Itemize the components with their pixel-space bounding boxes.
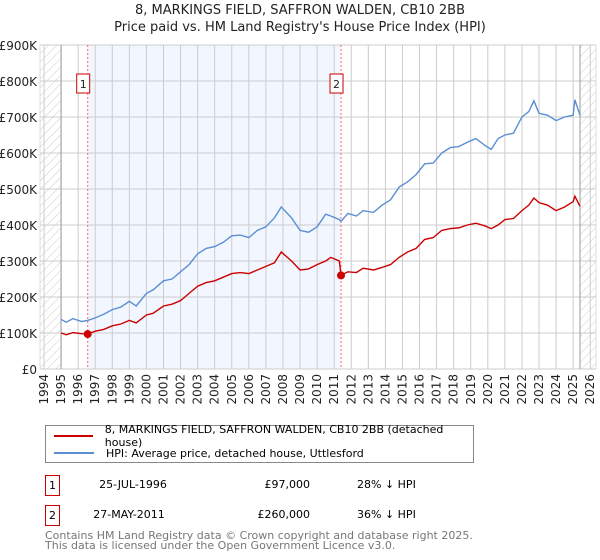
- x-tick-label: 2026: [583, 374, 597, 405]
- x-tick-label: 2019: [464, 374, 478, 405]
- x-tick-label: 2025: [566, 374, 580, 405]
- legend-swatch: [54, 435, 93, 437]
- hpi-series-line: [60, 99, 581, 323]
- y-tick-label: £900K: [0, 39, 38, 53]
- x-tick-label: 2016: [413, 374, 427, 405]
- x-tick-label: 2009: [293, 374, 307, 405]
- x-tick-label: 2013: [361, 374, 375, 405]
- annotation-label: 1: [80, 78, 87, 91]
- x-tick-label: 1999: [122, 374, 136, 405]
- x-tick-label: 2015: [395, 374, 409, 405]
- x-tick-label: 2003: [191, 374, 205, 405]
- legend-item-hpi: HPI: Average price, detached house, Uttl…: [54, 445, 364, 461]
- copyright-text: Contains HM Land Registry data © Crown c…: [45, 529, 473, 542]
- legend-swatch: [54, 452, 94, 454]
- x-tick-label: 2014: [378, 374, 392, 405]
- y-tick-label: £0: [22, 363, 37, 377]
- legend-label: HPI: Average price, detached house, Uttl…: [106, 446, 364, 460]
- x-tick-label: 2002: [174, 374, 188, 405]
- hatch-left: [40, 45, 62, 369]
- y-tick-label: £100K: [0, 327, 38, 341]
- x-tick-label: 1994: [37, 374, 51, 405]
- transaction-hpi-diff: 36% ↓ HPI: [357, 508, 416, 521]
- y-tick-label: £800K: [0, 75, 38, 89]
- transaction-row: 2 27-MAY-2011 £260,000 36% ↓ HPI: [45, 505, 485, 527]
- x-tick-label: 1995: [54, 374, 68, 405]
- transaction-row: 1 25-JUL-1996 £97,000 28% ↓ HPI: [45, 475, 485, 497]
- marker-badge: 2: [45, 505, 60, 526]
- transaction-price: £260,000: [257, 508, 311, 521]
- x-tick-label: 2020: [481, 374, 495, 405]
- x-tick-label: 2004: [208, 374, 222, 405]
- x-tick-label: 2008: [276, 374, 290, 405]
- x-tick-label: 2001: [156, 374, 170, 405]
- x-tick-label: 1998: [105, 374, 119, 405]
- y-tick-label: £300K: [0, 255, 38, 269]
- x-tick-label: 2023: [532, 374, 546, 405]
- annotation-box: [329, 73, 344, 94]
- transaction-date: 25-JUL-1996: [99, 478, 167, 491]
- y-tick-label: £400K: [0, 219, 38, 233]
- x-tick-label: 2011: [327, 374, 341, 405]
- x-tick-label: 2006: [242, 374, 256, 405]
- x-tick-label: 2021: [498, 374, 512, 405]
- y-tick-label: £600K: [0, 147, 38, 161]
- transaction-hpi-diff: 28% ↓ HPI: [357, 478, 416, 491]
- sale-point: [337, 271, 346, 280]
- x-tick-label: 2005: [225, 374, 239, 405]
- marker-badge: 1: [45, 475, 60, 496]
- property-series-line: [60, 194, 581, 336]
- x-tick-label: 2000: [139, 374, 153, 405]
- y-tick-label: £700K: [0, 111, 38, 125]
- annotation-label: 2: [333, 78, 340, 91]
- x-tick-label: 2017: [430, 374, 444, 405]
- y-tick-label: £200K: [0, 291, 38, 305]
- legend: 8, MARKINGS FIELD, SAFFRON WALDEN, CB10 …: [45, 423, 474, 463]
- hatch-right: [579, 45, 596, 369]
- x-tick-label: 2018: [447, 374, 461, 405]
- chart-title: 8, MARKINGS FIELD, SAFFRON WALDEN, CB10 …: [135, 3, 465, 18]
- x-tick-label: 1997: [88, 374, 102, 405]
- legend-label: 8, MARKINGS FIELD, SAFFRON WALDEN, CB10 …: [104, 423, 444, 449]
- legend-item-property: 8, MARKINGS FIELD, SAFFRON WALDEN, CB10 …: [54, 423, 473, 449]
- chart-subtitle: Price paid vs. HM Land Registry's House …: [114, 20, 486, 35]
- transaction-price: £97,000: [264, 478, 311, 491]
- transaction-date: 27-MAY-2011: [93, 508, 165, 521]
- x-tick-label: 2012: [344, 374, 358, 405]
- y-tick-label: £500K: [0, 183, 38, 197]
- x-tick-label: 1996: [71, 374, 85, 405]
- x-tick-label: 2022: [515, 374, 529, 405]
- x-tick-label: 2010: [310, 374, 324, 405]
- annotation-box: [76, 73, 91, 94]
- licence-text: This data is licensed under the Open Gov…: [45, 539, 396, 552]
- x-tick-label: 2024: [549, 374, 563, 405]
- line-chart: 1994 1995 1996 1997 1998 1999 2000 2001 2002 2003…: [0, 39, 597, 405]
- sale-point: [83, 330, 92, 339]
- footer: Contains HM Land Registry data © Crown c…: [45, 529, 473, 552]
- x-tick-label: 2007: [259, 374, 273, 405]
